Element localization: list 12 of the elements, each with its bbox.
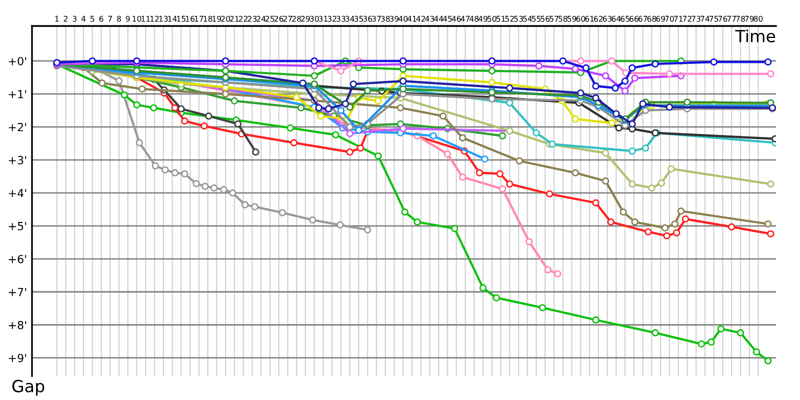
y-tick-label: +3' [8, 156, 26, 164]
y-tick-label: +5' [8, 222, 26, 230]
y-tick-label: +0' [8, 56, 26, 66]
x-axis-title: Time [735, 30, 776, 42]
y-tick-label: +1' [8, 90, 26, 98]
y-tick-label: +2' [8, 122, 26, 132]
y-tick-label: +6' [8, 254, 26, 264]
y-tick-label: +9' [8, 354, 26, 362]
y-tick-label: +8' [8, 320, 26, 330]
y-axis-title: Gap [12, 380, 44, 396]
y-tick-label: +7' [8, 288, 26, 296]
y-tick-label: +4' [8, 189, 26, 198]
